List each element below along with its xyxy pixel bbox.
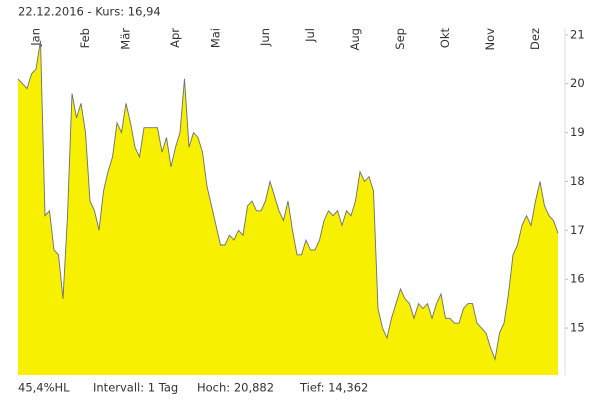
y-tick-label: 15	[570, 321, 585, 335]
y-tick-label: 17	[570, 223, 585, 237]
y-tick-label: 18	[570, 174, 585, 188]
line	[17, 40, 559, 362]
y-tick-label: 16	[570, 272, 585, 286]
x-tick-label: Sep	[393, 28, 407, 50]
x-tick-label: Mär	[119, 28, 133, 50]
footer-range: 45,4%HL	[18, 381, 70, 395]
footer-high: Hoch: 20,882	[197, 381, 274, 395]
y-tick-label: 19	[570, 125, 585, 139]
x-tick-label: Jan	[29, 28, 43, 47]
x-tick-label: Nov	[483, 28, 497, 51]
chart-title: 22.12.2016 - Kurs: 16,94	[18, 5, 161, 19]
x-tick-label: Apr	[168, 28, 182, 48]
x-tick-label: Jul	[303, 28, 317, 43]
x-tick-label: Dez	[528, 28, 542, 50]
y-tick-label: 21	[570, 27, 585, 41]
x-tick-label: Jun	[258, 28, 272, 47]
footer-low: Tief: 14,362	[299, 381, 368, 395]
area	[18, 40, 558, 375]
x-tick-label: Okt	[438, 28, 452, 49]
x-tick-label: Mai	[209, 28, 223, 48]
x-tick-label: Feb	[78, 28, 92, 48]
x-tick-label: Aug	[348, 28, 362, 50]
y-tick-label: 20	[570, 76, 585, 90]
footer-interval: Intervall: 1 Tag	[93, 381, 178, 395]
